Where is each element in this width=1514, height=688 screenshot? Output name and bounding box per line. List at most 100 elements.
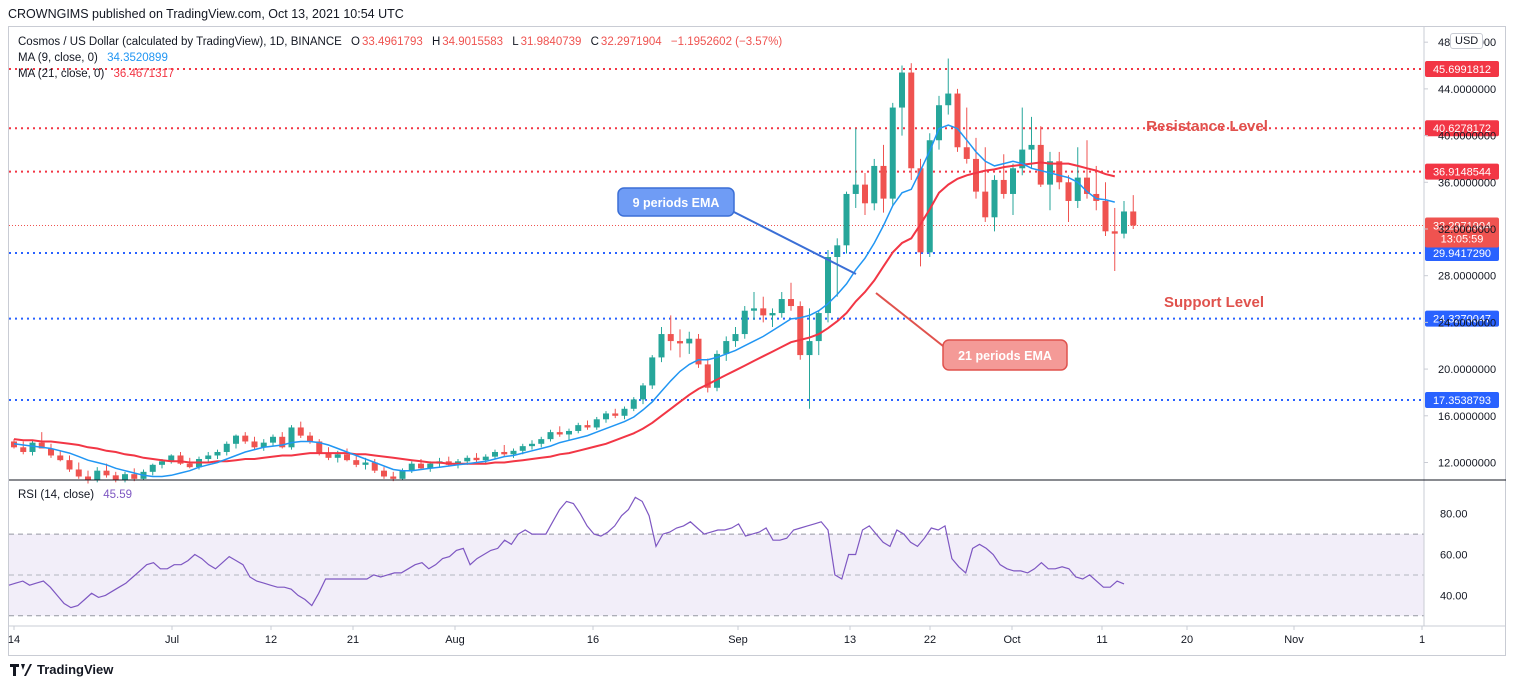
candle-body	[177, 455, 184, 464]
candle-body	[260, 442, 267, 448]
candle-body	[751, 308, 757, 311]
candle-body	[1074, 177, 1081, 201]
candle-body	[492, 451, 498, 457]
candle-body	[936, 105, 942, 141]
candle-body	[344, 454, 350, 461]
time-tick-label: Nov	[1284, 634, 1304, 646]
candle-body	[825, 257, 831, 314]
rsi-tick-label: 80.00	[1440, 509, 1468, 521]
horizontal-level-tag-text: 17.3538793	[1433, 395, 1491, 407]
rsi-tick-label: 60.00	[1440, 550, 1468, 562]
candle-body	[464, 457, 471, 462]
candle-body	[760, 308, 767, 316]
price-tick-label: 28.0000000	[1438, 271, 1496, 283]
price-tick-label: 24.0000000	[1438, 317, 1496, 329]
candle-body	[963, 147, 970, 159]
candle-body	[945, 93, 952, 106]
candle-body	[122, 474, 128, 480]
candle-body	[575, 425, 582, 431]
candle-body	[205, 455, 212, 459]
candle-body	[871, 165, 878, 204]
price-tick-label: 44.0000000	[1438, 84, 1496, 96]
candle-body	[399, 470, 406, 479]
candle-body	[112, 475, 119, 480]
candle-body	[862, 184, 868, 204]
candle-body	[75, 469, 82, 477]
candle-body	[1065, 182, 1072, 201]
candle-body	[649, 357, 656, 386]
candle-body	[1019, 149, 1026, 169]
candle-body	[584, 425, 591, 428]
price-tick-label: 20.0000000	[1438, 364, 1496, 376]
candle-body	[704, 364, 711, 388]
candle-body	[57, 455, 64, 461]
candle-body	[1037, 144, 1044, 185]
candle-body	[806, 341, 813, 356]
price-tick-label: 32.0000000	[1438, 224, 1496, 236]
legend-l-value: 31.9840739	[520, 36, 582, 48]
legend-symbol: Cosmos / US Dollar (calculated by Tradin…	[18, 36, 342, 48]
candle-body	[778, 299, 785, 314]
legend-o-value: 33.4961793	[361, 36, 423, 48]
candle-body	[686, 338, 693, 344]
candle-body	[233, 435, 239, 444]
ma21-line	[13, 161, 1116, 465]
candle-body	[501, 451, 508, 455]
candle-body	[547, 432, 554, 440]
candle-body	[612, 413, 619, 416]
candle-body	[834, 245, 841, 258]
rsi-pane	[8, 496, 1424, 617]
price-tick-label: 36.0000000	[1438, 177, 1496, 189]
candle-body	[908, 72, 915, 169]
publisher-line: CROWNGIMS published on TradingView.com, …	[8, 7, 404, 21]
candle-body	[29, 442, 36, 452]
candle-body	[418, 463, 424, 469]
candle-body	[1111, 231, 1118, 234]
price-tick-label: 16.0000000	[1438, 411, 1496, 423]
rsi-band	[9, 534, 1424, 616]
candle-body	[251, 441, 258, 448]
ema21-callout-arrow	[875, 292, 944, 347]
time-tick-label: Jul	[165, 634, 179, 646]
candle-body	[353, 460, 360, 465]
time-tick-label: 1	[1419, 634, 1425, 646]
candle-body	[1130, 211, 1137, 226]
rsi-legend: RSI (14, close) 45.59	[18, 489, 134, 501]
ema9-callout-box	[617, 187, 735, 217]
legend-o-label: O	[351, 36, 360, 48]
candle-body	[732, 334, 739, 342]
candle-body	[917, 168, 924, 253]
candle-body	[1084, 177, 1090, 194]
candle-body	[677, 341, 683, 344]
candle-body	[630, 399, 637, 409]
candlesticks	[11, 58, 1137, 484]
horizontal-level-tag-text: 24.3270047	[1433, 314, 1491, 326]
ema21-callout-text: 21 periods EMA	[958, 349, 1052, 363]
horizontal-level-tag-text: 36.9148544	[1433, 167, 1491, 179]
candle-body	[510, 450, 517, 455]
candle-body	[279, 436, 286, 448]
candle-body	[270, 436, 276, 443]
currency-button[interactable]: USD	[1450, 33, 1484, 49]
candle-body	[954, 93, 961, 148]
candle-body	[1028, 144, 1035, 150]
ma21-legend: MA (21, close, 0) 36.4671317	[18, 68, 176, 80]
ema21-callout: 21 periods EMA	[875, 292, 1068, 371]
candle-body	[1010, 168, 1016, 194]
candle-body	[325, 453, 332, 458]
main-legend: Cosmos / US Dollar (calculated by Tradin…	[18, 36, 784, 48]
candle-body	[621, 408, 628, 416]
candle-body	[159, 461, 165, 465]
horizontal-level-tag-text: 40.6278172	[1433, 123, 1491, 135]
candle-body	[788, 299, 794, 307]
candle-body	[695, 338, 702, 365]
horizontal-level-tag	[1425, 310, 1499, 327]
candle-body	[1102, 200, 1109, 232]
candle-body	[991, 179, 998, 218]
candle-body	[297, 427, 304, 436]
candle-body	[20, 447, 27, 452]
candle-body	[723, 341, 730, 354]
candle-body	[566, 430, 572, 435]
candle-body	[288, 427, 295, 448]
